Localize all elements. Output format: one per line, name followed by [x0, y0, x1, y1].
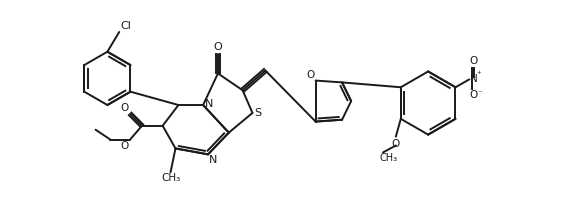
Text: ⁺: ⁺ — [476, 70, 481, 79]
Text: CH₃: CH₃ — [161, 173, 180, 183]
Text: O: O — [121, 103, 129, 113]
Text: Cl: Cl — [120, 21, 131, 31]
Text: O: O — [214, 42, 222, 52]
Text: O: O — [121, 141, 129, 151]
Text: ⁻: ⁻ — [477, 89, 482, 98]
Text: O: O — [306, 70, 314, 80]
Text: O: O — [392, 139, 400, 149]
Text: N: N — [470, 74, 478, 84]
Text: O: O — [469, 56, 478, 66]
Text: N: N — [209, 155, 217, 165]
Text: O: O — [469, 90, 478, 100]
Text: N: N — [205, 99, 214, 109]
Text: S: S — [255, 108, 262, 118]
Text: CH₃: CH₃ — [380, 153, 398, 163]
